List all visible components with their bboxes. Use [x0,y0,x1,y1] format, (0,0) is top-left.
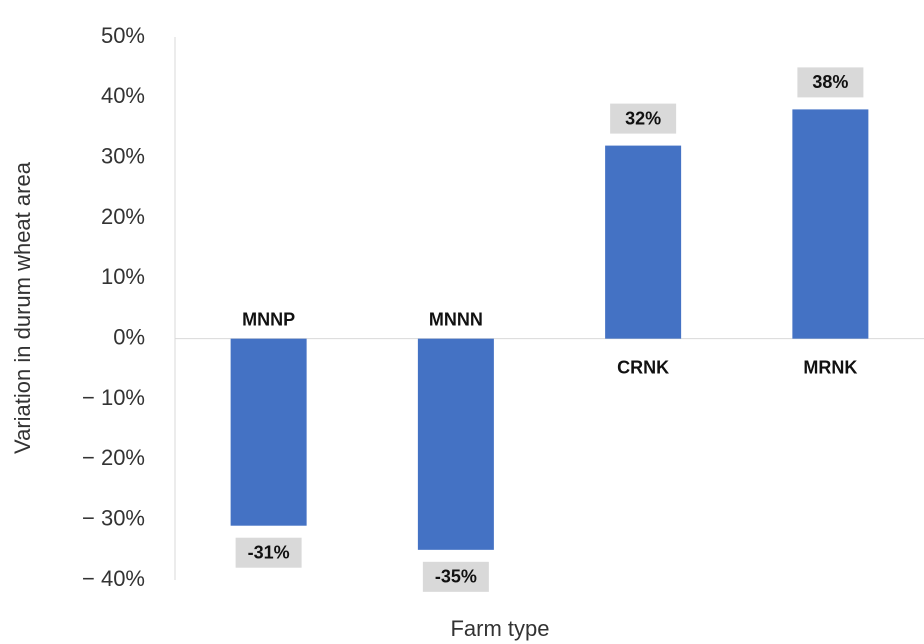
y-tick-label: 30% [101,143,145,168]
y-tick-label: − 40% [82,566,145,591]
x-tick-label: MNNN [429,309,483,329]
value-label: 32% [625,108,661,128]
bar [417,338,494,550]
y-tick-label: − 10% [82,385,145,410]
y-tick-label: 50% [101,23,145,48]
value-label-bg [610,103,677,134]
y-tick-label: − 30% [82,505,145,530]
y-tick-label: 0% [113,324,145,349]
bar [230,338,307,526]
x-axis-title: Farm type [450,616,549,641]
value-label: -31% [248,542,290,562]
value-label-bg [422,561,489,592]
value-label-bg [235,537,302,568]
x-tick-label: MRNK [803,357,857,377]
y-tick-label: 10% [101,264,145,289]
y-tick-label: 20% [101,204,145,229]
x-tick-label: MNNP [242,309,295,329]
value-label-bg [797,67,864,98]
y-tick-label: 40% [101,83,145,108]
bar [605,145,682,339]
value-label: 38% [812,72,848,92]
bar [792,109,869,339]
value-label: -35% [435,567,477,587]
x-tick-label: CRNK [617,357,669,377]
y-axis-title: Variation in durum wheat area [10,161,35,454]
y-tick-label: − 20% [82,445,145,470]
